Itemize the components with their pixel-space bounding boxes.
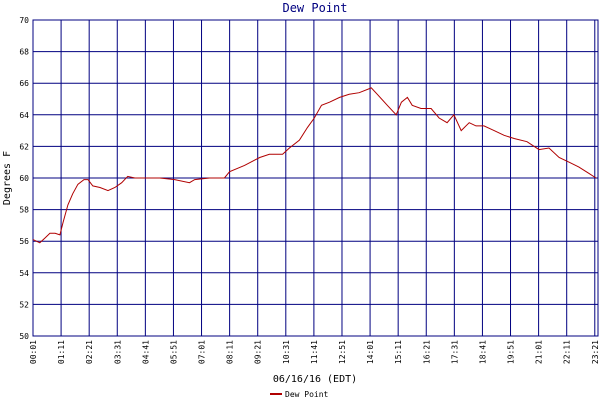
x-tick-label: 16:21	[422, 340, 431, 364]
data-line	[32, 87, 597, 244]
legend-label: Dew Point	[285, 390, 329, 399]
x-tick-label: 00:01	[29, 340, 38, 364]
x-tick-label: 22:11	[563, 340, 572, 364]
x-tick-label: 05:51	[169, 340, 178, 364]
y-tick-label: 56	[19, 237, 29, 246]
x-tick-label: 23:21	[591, 340, 600, 364]
x-tick-label: 10:31	[282, 340, 291, 364]
y-tick-label: 66	[19, 79, 29, 88]
x-tick-label: 21:01	[535, 340, 544, 364]
y-tick-label: 70	[19, 16, 29, 25]
x-tick-label: 08:11	[226, 340, 235, 364]
x-tick-label: 17:31	[450, 340, 459, 364]
x-tick-label: 11:41	[310, 340, 319, 364]
y-tick-label: 60	[19, 174, 29, 183]
chart-title: Dew Point	[282, 1, 347, 15]
x-axis-label: 06/16/16 (EDT)	[273, 374, 357, 385]
x-tick-label: 12:51	[338, 340, 347, 364]
x-tick-label: 09:21	[254, 340, 263, 364]
y-tick-label: 54	[19, 269, 29, 278]
x-tick-label: 07:01	[198, 340, 207, 364]
x-tick-label: 04:41	[141, 340, 150, 364]
y-axis-label: Degrees F	[2, 151, 13, 205]
x-tick-label: 02:21	[85, 340, 94, 364]
x-tick-label: 15:11	[394, 340, 403, 364]
x-tick-label: 01:11	[57, 340, 66, 364]
y-tick-label: 52	[19, 300, 29, 309]
x-tick-label: 03:31	[113, 340, 122, 364]
y-tick-label: 68	[19, 48, 29, 57]
y-tick-label: 62	[19, 142, 29, 151]
x-tick-label: 14:01	[366, 340, 375, 364]
y-tick-label: 58	[19, 206, 29, 215]
x-tick-label: 19:51	[507, 340, 516, 364]
y-tick-label: 64	[19, 111, 29, 120]
y-tick-label: 50	[19, 332, 29, 341]
x-tick-label: 18:41	[478, 340, 487, 364]
